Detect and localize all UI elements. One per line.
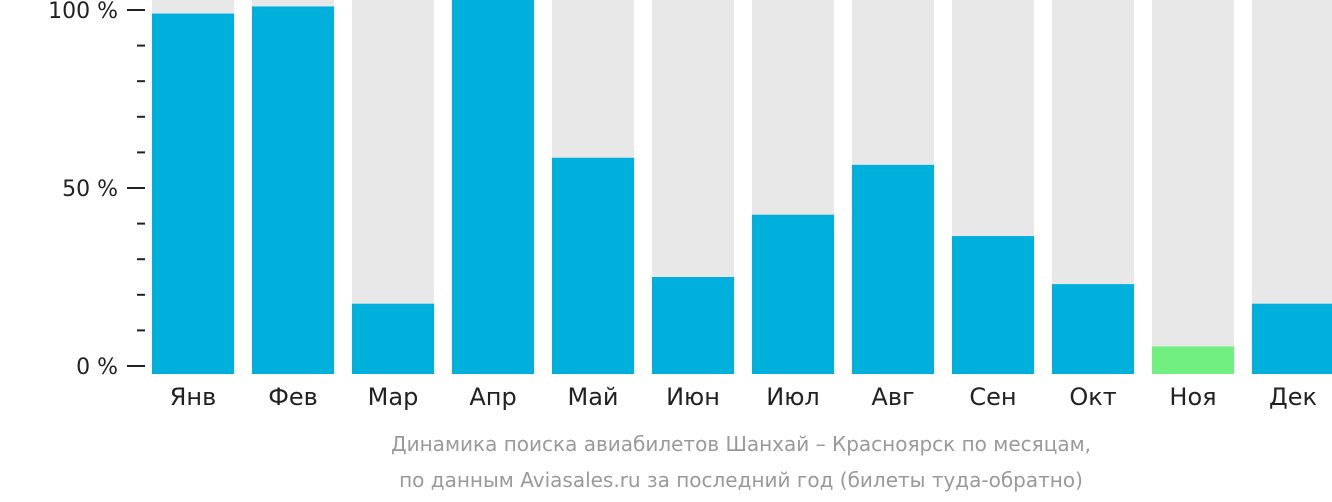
chart-caption: Динамика поиска авиабилетов Шанхай – Кра… [391, 432, 1091, 492]
x-tick-label-3: Апр [469, 383, 516, 411]
bar-3 [452, 0, 534, 374]
x-tick-label-0: Янв [170, 383, 217, 411]
y-tick-label-2: 100 % [48, 0, 118, 24]
y-axis: 0 % 50 % 100 % [48, 0, 145, 380]
bar-10 [1152, 346, 1234, 374]
caption-line-1: Динамика поиска авиабилетов Шанхай – Кра… [391, 432, 1091, 456]
x-axis-labels: Янв Фев Мар Апр Май Июн Июл Авг Сен Окт Ноя Дек [170, 383, 1317, 411]
x-tick-label-5: Июн [666, 383, 720, 411]
bar-6 [752, 214, 834, 374]
x-tick-label-2: Мар [368, 383, 419, 411]
bar-0 [152, 13, 234, 375]
x-tick-label-11: Дек [1269, 383, 1317, 411]
x-tick-label-6: Июл [766, 383, 820, 411]
x-tick-label-4: Май [567, 383, 618, 411]
bar-4 [552, 157, 634, 374]
y-tick-label-1: 50 % [62, 177, 118, 202]
bar-2 [352, 303, 434, 374]
bar-7 [852, 164, 934, 374]
bar-5 [652, 277, 734, 374]
x-tick-label-7: Авг [871, 383, 914, 411]
caption-line-2: по данным Aviasales.ru за последний год … [399, 468, 1083, 492]
bar-9 [1052, 284, 1134, 374]
bar-background-10 [1152, 0, 1234, 374]
bar-11 [1252, 303, 1332, 374]
x-tick-label-10: Ноя [1169, 383, 1216, 411]
bar-1 [252, 6, 334, 374]
x-tick-label-8: Сен [969, 383, 1016, 411]
bar-8 [952, 236, 1034, 374]
x-tick-label-1: Фев [268, 383, 318, 411]
x-tick-label-9: Окт [1069, 383, 1116, 411]
y-tick-label-0: 0 % [76, 355, 118, 380]
data-bars [152, 0, 1332, 375]
